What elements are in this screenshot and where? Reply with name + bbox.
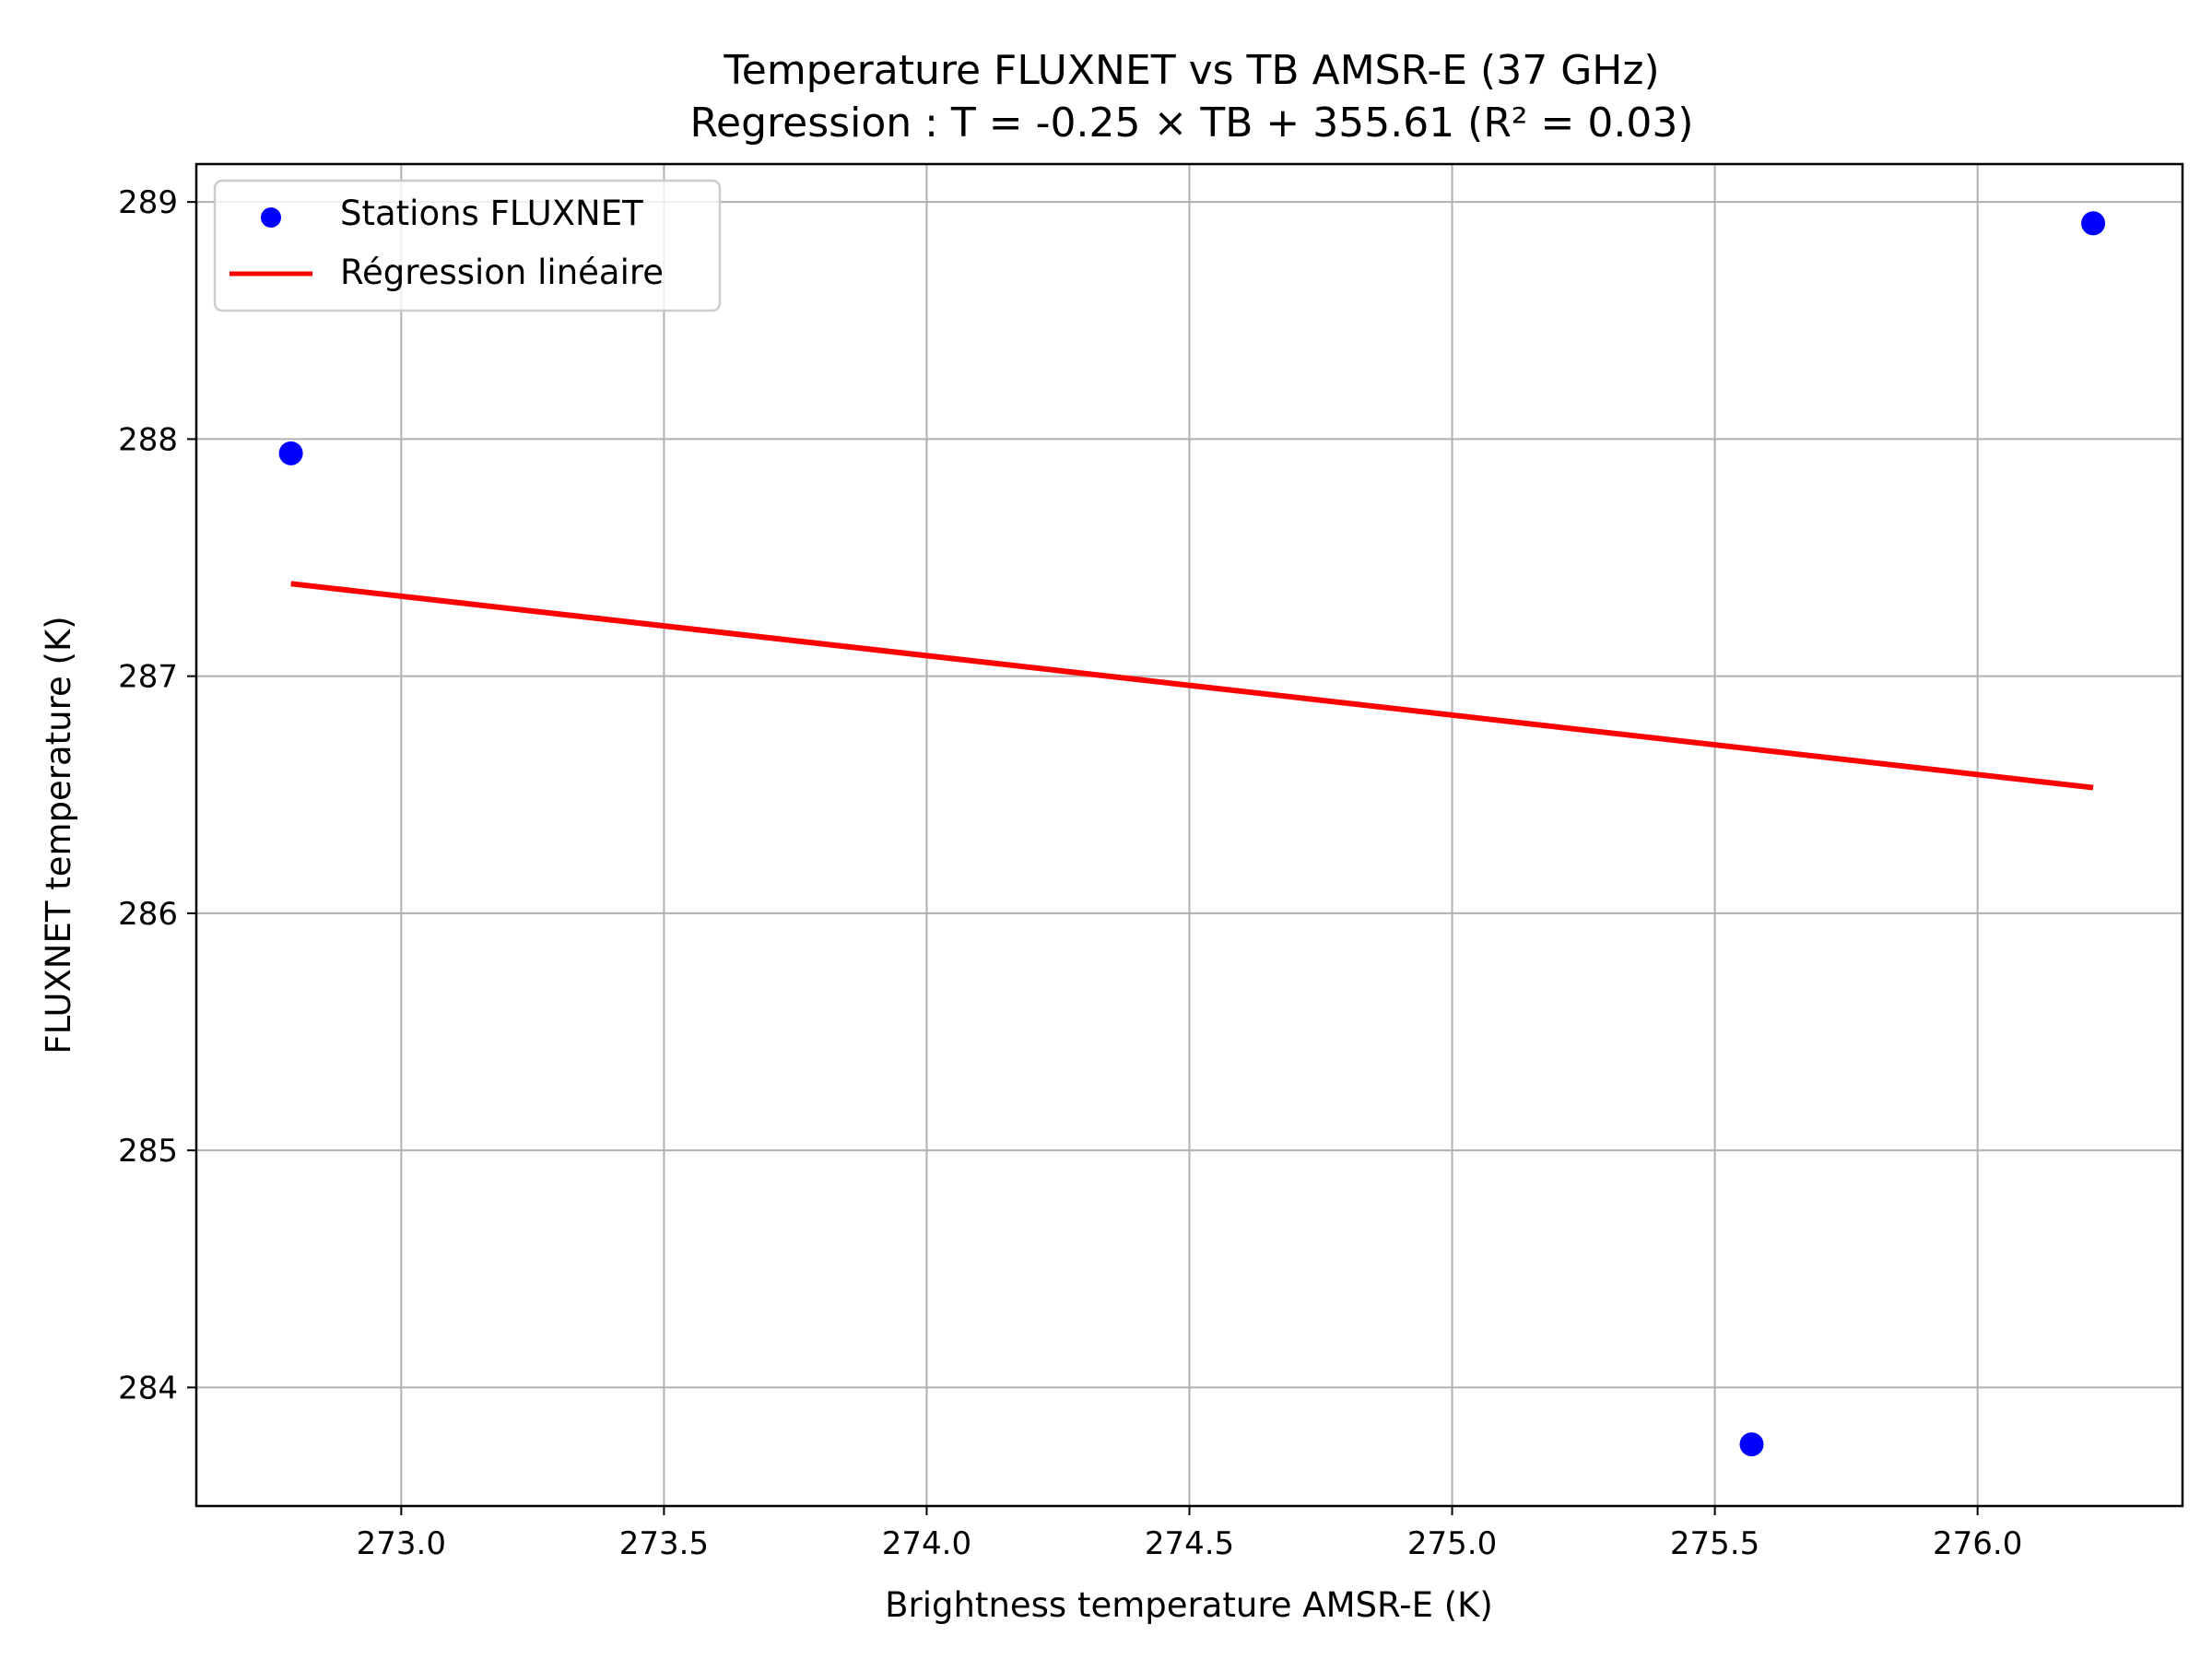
chart-title: Temperature FLUXNET vs TB AMSR-E (37 GHz… bbox=[723, 47, 1659, 94]
y-tick-label: 285 bbox=[118, 1133, 178, 1170]
x-axis-label: Brightness temperature AMSR-E (K) bbox=[885, 1585, 1493, 1625]
y-axis-label: FLUXNET temperature (K) bbox=[39, 616, 78, 1053]
legend: Stations FLUXNET Régression linéaire bbox=[213, 179, 722, 312]
y-tick-label: 287 bbox=[118, 659, 178, 696]
plot-frame bbox=[194, 162, 2184, 1508]
x-tick-label: 276.0 bbox=[1933, 1525, 2022, 1562]
y-tick-label: 288 bbox=[118, 421, 178, 458]
x-tick-label: 273.0 bbox=[357, 1525, 446, 1562]
data-point bbox=[278, 441, 303, 465]
y-tick-label: 289 bbox=[118, 184, 178, 221]
x-tick-label: 273.5 bbox=[619, 1525, 709, 1562]
legend-marker-scatter bbox=[261, 207, 281, 228]
grid bbox=[196, 164, 2183, 1506]
x-tick-label: 274.0 bbox=[882, 1525, 971, 1562]
regression-line bbox=[290, 581, 2094, 791]
data-point bbox=[2081, 211, 2106, 236]
x-tick-label: 275.0 bbox=[1407, 1525, 1497, 1562]
legend-label-scatter: Stations FLUXNET bbox=[340, 194, 643, 233]
y-tick-label: 286 bbox=[118, 896, 178, 933]
y-tick-label: 284 bbox=[118, 1370, 178, 1406]
legend-label-line: Régression linéaire bbox=[340, 253, 664, 292]
data-point bbox=[1739, 1432, 1764, 1457]
y-ticks: 284 285 286 287 288 289 bbox=[118, 184, 196, 1406]
chart-subtitle: Regression : T = -0.25 × TB + 355.61 (R²… bbox=[689, 100, 1693, 147]
x-tick-label: 274.5 bbox=[1145, 1525, 1234, 1562]
x-tick-label: 275.5 bbox=[1670, 1525, 1759, 1562]
legend-box bbox=[213, 179, 722, 312]
x-ticks: 273.0 273.5 274.0 274.5 275.0 275.5 276.0 bbox=[357, 1506, 2022, 1562]
series-layer bbox=[278, 211, 2106, 1457]
